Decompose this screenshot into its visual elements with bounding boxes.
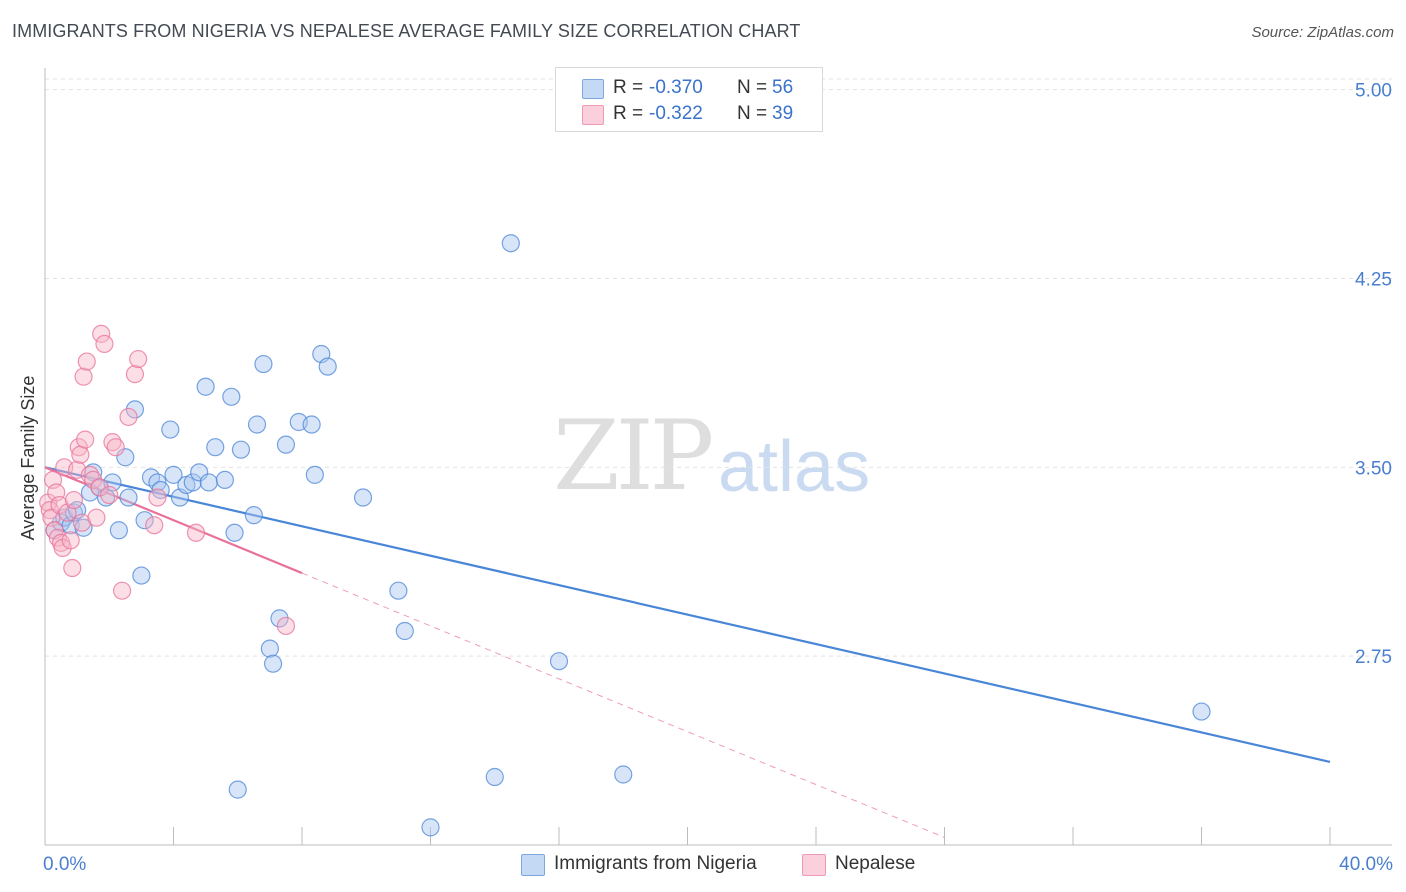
nigeria-point: [132, 566, 151, 585]
y-tick-label: 2.75: [1355, 647, 1392, 668]
legend-n-label: N =: [737, 103, 768, 124]
nigeria-point: [119, 488, 138, 507]
nigeria-point: [206, 438, 225, 457]
nepalese-point: [90, 478, 109, 497]
nepalese-trend-line: [44, 466, 303, 575]
nigeria-point: [260, 639, 279, 658]
nigeria-point: [135, 511, 154, 530]
nigeria-point: [215, 470, 234, 490]
nepalese-point: [40, 501, 59, 520]
nigeria-point: [109, 521, 128, 540]
y-tick-label: 3.50: [1355, 458, 1392, 479]
nigeria-point: [244, 506, 263, 525]
nepalese-point: [276, 616, 296, 636]
data-points: [39, 234, 1211, 837]
nigeria-point: [263, 654, 283, 673]
nepalese-point: [63, 558, 82, 578]
nigeria-point: [1192, 702, 1211, 721]
bottom-legend-label-nepalese: Nepalese: [835, 853, 916, 874]
nigeria-point: [161, 420, 180, 439]
nepalese-point: [61, 531, 80, 550]
nigeria-point: [196, 377, 215, 396]
nigeria-point: [125, 400, 145, 419]
nepalese-point: [87, 508, 106, 527]
nigeria-point: [164, 465, 183, 484]
nepalese-point: [100, 485, 119, 505]
nepalese-point: [80, 465, 100, 484]
nigeria-point: [199, 473, 218, 492]
nepalese-point: [76, 430, 95, 449]
bottom-legend-swatch-nepalese: [802, 854, 826, 876]
watermark-zip: ZIP: [553, 400, 714, 512]
nepalese-point: [186, 523, 206, 542]
bottom-legend-nepalese: Nepalese: [802, 852, 932, 878]
x-tick-label: 40.0%: [1339, 854, 1393, 875]
nigeria-point: [614, 765, 633, 784]
correlation-legend: R = -0.370 N = 56 R = -0.322 N = 39: [555, 67, 823, 132]
legend-swatch-nepalese: [582, 105, 604, 125]
nigeria-point: [254, 354, 273, 374]
nigeria-point: [395, 621, 414, 641]
nepalese-point: [71, 445, 90, 464]
source-label: Source: ZipAtlas.com: [1251, 24, 1394, 41]
nepalese-point: [129, 349, 148, 369]
bottom-legend-swatch-nigeria: [521, 854, 545, 876]
legend-r-value: -0.322: [649, 103, 703, 124]
nigeria-point: [305, 465, 324, 484]
nepalese-point: [77, 352, 96, 371]
nigeria-point: [353, 488, 373, 507]
legend-n-label: N =: [737, 77, 768, 98]
nigeria-point: [222, 387, 241, 406]
bottom-legend-nigeria: Immigrants from Nigeria: [521, 852, 781, 878]
nepalese-point: [84, 470, 103, 490]
nigeria-point: [228, 780, 247, 799]
legend-n-value: 39: [772, 103, 794, 124]
legend-swatch-nigeria: [582, 79, 604, 99]
nigeria-point: [276, 435, 296, 454]
legend-r-value: -0.370: [649, 77, 703, 98]
bottom-legend-label-nigeria: Immigrants from Nigeria: [554, 853, 757, 874]
nepalese-point: [64, 490, 84, 510]
nepalese-point: [95, 334, 114, 354]
nigeria-point: [247, 415, 267, 434]
axes: [44, 68, 1392, 846]
x-tick-label: 0.0%: [43, 854, 86, 875]
trend-lines: [44, 466, 1331, 838]
legend-r-label: R =: [613, 77, 644, 98]
y-tick-label: 5.00: [1355, 81, 1392, 102]
nepalese-point: [92, 324, 111, 343]
gridlines: [45, 78, 1392, 657]
nigeria-point: [231, 440, 251, 459]
nigeria-point: [501, 234, 520, 253]
nigeria-point: [302, 415, 321, 434]
y-tick-label: 4.25: [1355, 269, 1392, 290]
nepalese-point: [106, 438, 125, 457]
nepalese-point: [74, 367, 93, 386]
nepalese-point: [103, 433, 122, 452]
nigeria-trend-line: [44, 466, 1331, 763]
legend-n-value: 56: [772, 77, 794, 98]
nepalese-point: [125, 365, 145, 384]
nigeria-point: [225, 523, 244, 542]
nepalese-point: [69, 438, 88, 457]
nigeria-point: [96, 488, 116, 507]
chart-title: IMMIGRANTS FROM NIGERIA VS NEPALESE AVER…: [12, 21, 801, 41]
legend-r-label: R =: [613, 103, 644, 124]
nigeria-point: [183, 473, 202, 492]
nepalese-point: [145, 516, 164, 535]
nepalese-point: [119, 407, 138, 427]
nigeria-point: [270, 609, 289, 628]
nigeria-point: [485, 767, 504, 787]
nepalese-point: [148, 488, 167, 507]
y-axis-label: Average Family Size: [18, 376, 38, 541]
nepalese-point: [112, 581, 132, 600]
nigeria-point: [318, 357, 337, 376]
nigeria-point: [421, 818, 440, 837]
nigeria-point: [389, 581, 408, 600]
nepalese-trend-extension: [301, 572, 945, 838]
tick-labels: 2.75 3.50 4.25 5.00 0.0% 40.0%: [43, 81, 1393, 875]
nigeria-point: [549, 652, 569, 671]
nepalese-point: [72, 513, 92, 532]
